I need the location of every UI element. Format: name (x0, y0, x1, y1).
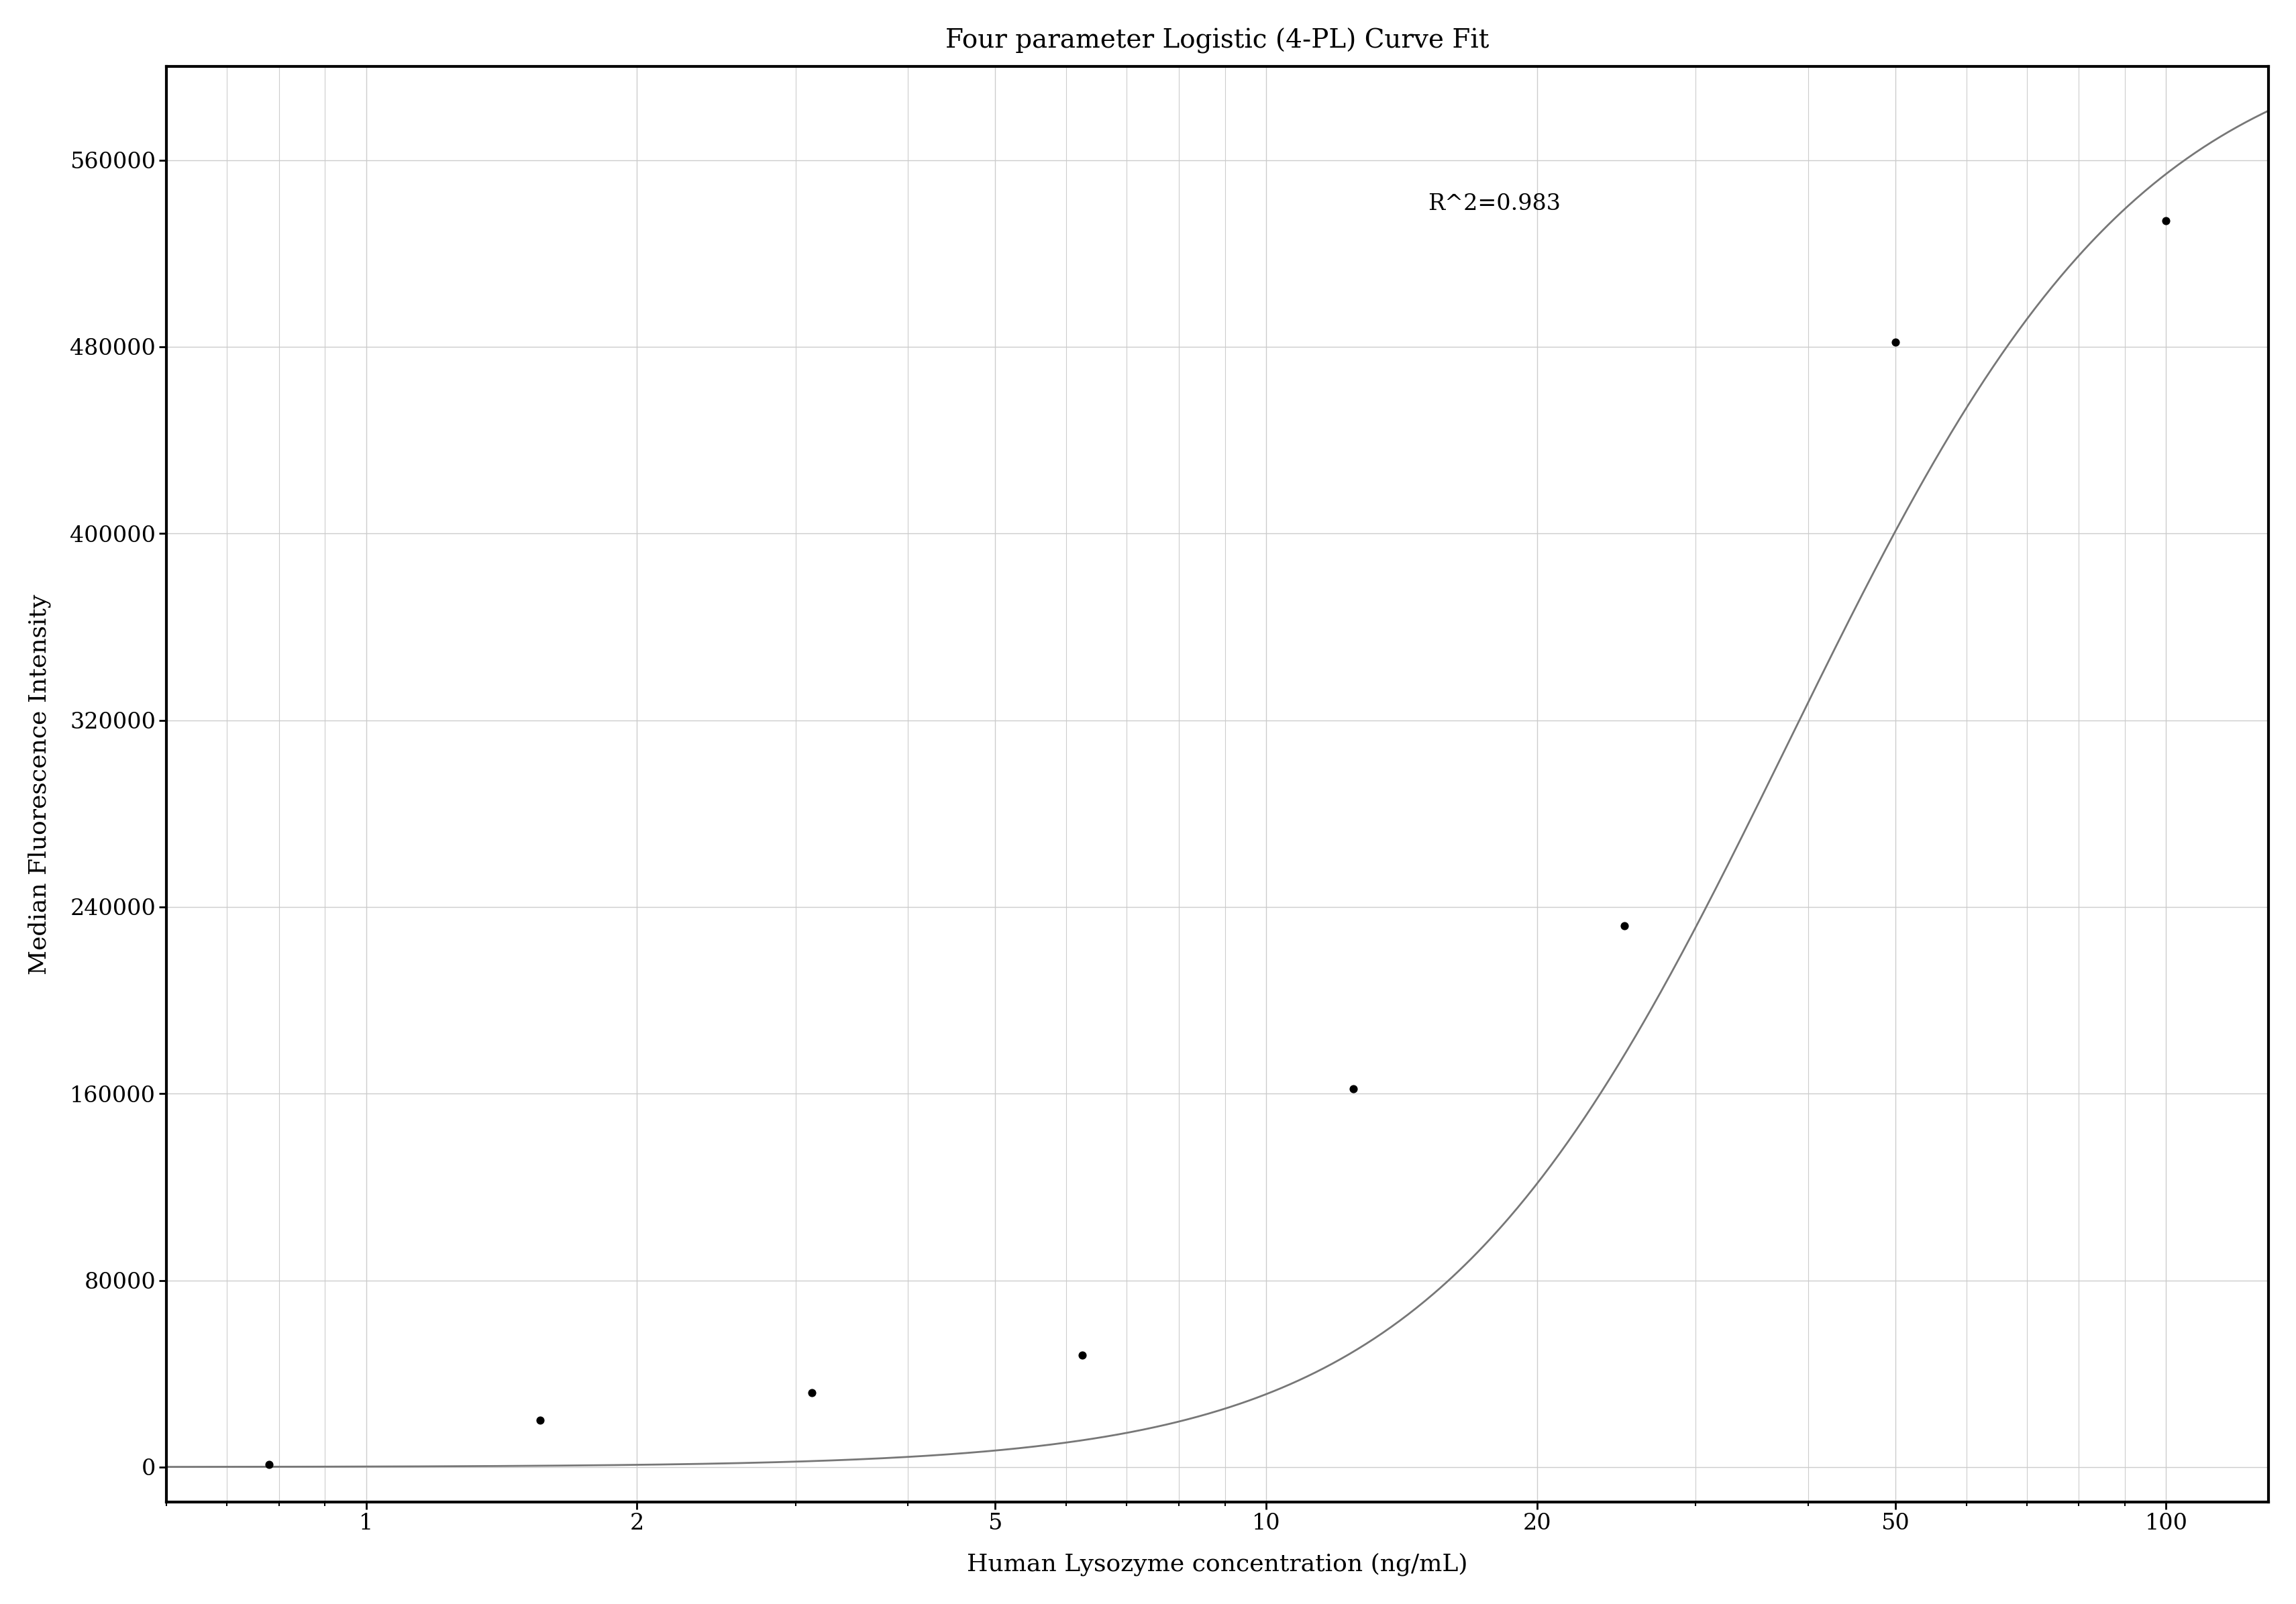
Point (1876, 329, 1913, 354)
Point (794, 1379, 831, 1405)
Point (2147, 209, 2183, 234)
Point (250, 1452, 287, 1477)
Point (521, 1408, 558, 1434)
X-axis label: Human Lysozyme concentration (ng/mL): Human Lysozyme concentration (ng/mL) (967, 1553, 1467, 1577)
Y-axis label: Median Fluorescence Intensity: Median Fluorescence Intensity (28, 593, 51, 975)
Point (1605, 913, 1642, 938)
Point (1334, 1076, 1371, 1102)
Title: Four parameter Logistic (4-PL) Curve Fit: Four parameter Logistic (4-PL) Curve Fit (946, 27, 1490, 53)
Point (1063, 1343, 1100, 1368)
Text: R^2=0.983: R^2=0.983 (1428, 194, 1561, 215)
